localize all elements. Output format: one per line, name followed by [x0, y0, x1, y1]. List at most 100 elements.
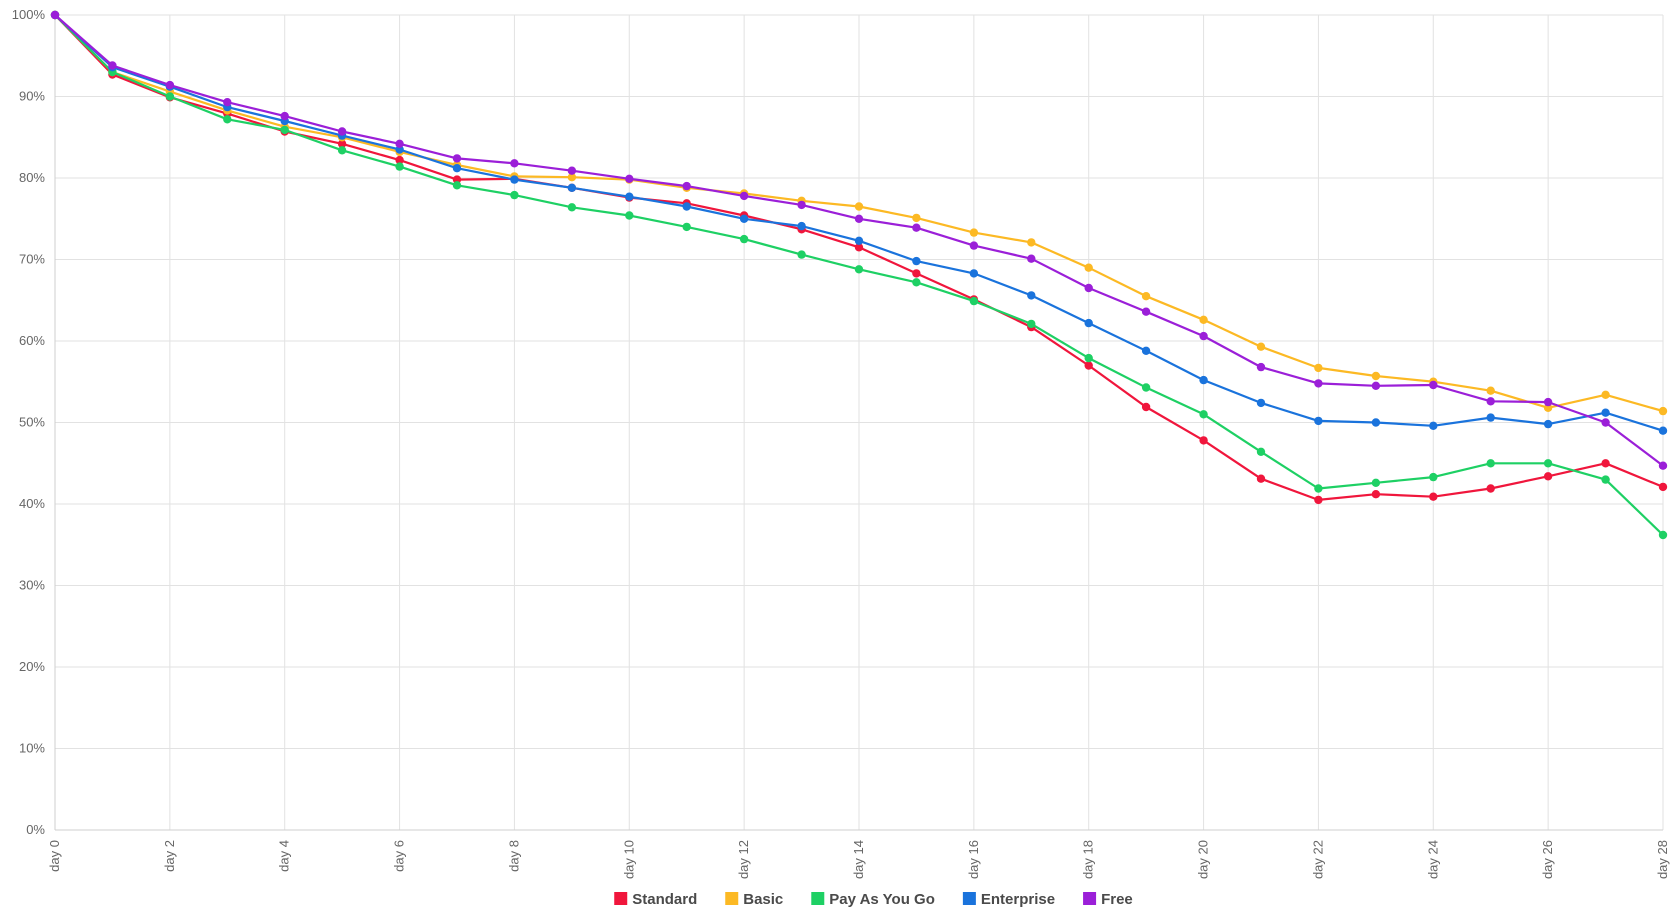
data-point-enterprise[interactable]: [1601, 408, 1610, 417]
data-point-enterprise[interactable]: [912, 256, 921, 266]
data-point-standard[interactable]: [1314, 495, 1323, 505]
data-point-pay-as-you-go[interactable]: [280, 125, 289, 135]
data-point-pay-as-you-go[interactable]: [1084, 353, 1093, 363]
data-point-free[interactable]: [510, 159, 519, 168]
data-point-free[interactable]: [1199, 331, 1208, 341]
data-point-pay-as-you-go[interactable]: [337, 146, 347, 155]
data-point-basic[interactable]: [969, 228, 979, 237]
data-point-pay-as-you-go[interactable]: [797, 250, 806, 259]
data-point-pay-as-you-go[interactable]: [1027, 319, 1036, 329]
data-point-free[interactable]: [452, 154, 462, 163]
data-point-standard[interactable]: [1486, 484, 1495, 493]
legend-item-free[interactable]: Free: [1083, 891, 1133, 908]
data-point-free[interactable]: [682, 181, 691, 191]
data-point-pay-as-you-go[interactable]: [1371, 478, 1381, 487]
data-point-free[interactable]: [969, 241, 979, 250]
data-point-free[interactable]: [625, 174, 634, 183]
data-point-basic[interactable]: [1027, 238, 1036, 247]
data-point-pay-as-you-go[interactable]: [452, 181, 462, 190]
data-point-enterprise[interactable]: [739, 214, 749, 223]
data-point-pay-as-you-go[interactable]: [1141, 383, 1151, 392]
data-point-free[interactable]: [280, 111, 289, 121]
data-point-standard[interactable]: [395, 155, 404, 165]
legend-item-pay-as-you-go[interactable]: Pay As You Go: [811, 891, 935, 908]
data-point-pay-as-you-go[interactable]: [1601, 475, 1610, 484]
data-point-basic[interactable]: [1658, 406, 1668, 416]
data-point-enterprise[interactable]: [1543, 419, 1553, 429]
data-point-pay-as-you-go[interactable]: [510, 190, 519, 200]
data-point-basic[interactable]: [1199, 315, 1208, 324]
data-point-enterprise[interactable]: [1084, 318, 1093, 328]
data-point-pay-as-you-go[interactable]: [1256, 447, 1266, 456]
data-point-free[interactable]: [1429, 380, 1438, 390]
data-point-pay-as-you-go[interactable]: [854, 265, 864, 274]
data-point-pay-as-you-go[interactable]: [1658, 530, 1668, 540]
data-point-pay-as-you-go[interactable]: [223, 115, 232, 124]
data-point-pay-as-you-go[interactable]: [1543, 459, 1553, 468]
data-point-basic[interactable]: [854, 202, 864, 211]
data-point-free[interactable]: [1486, 397, 1495, 406]
data-point-enterprise[interactable]: [1371, 418, 1381, 427]
data-point-free[interactable]: [1543, 397, 1553, 407]
data-point-standard[interactable]: [337, 139, 347, 148]
data-point-free[interactable]: [1084, 283, 1093, 293]
data-point-free[interactable]: [1314, 379, 1323, 388]
data-point-free[interactable]: [395, 139, 404, 148]
data-point-enterprise[interactable]: [1429, 421, 1438, 430]
data-point-pay-as-you-go[interactable]: [625, 211, 634, 220]
data-point-standard[interactable]: [1601, 459, 1610, 468]
data-point-free[interactable]: [1256, 362, 1266, 372]
data-point-free[interactable]: [337, 127, 347, 136]
data-point-basic[interactable]: [1371, 371, 1381, 381]
data-point-free[interactable]: [1371, 381, 1381, 390]
data-point-pay-as-you-go[interactable]: [1314, 484, 1323, 493]
data-point-enterprise[interactable]: [1256, 398, 1266, 408]
data-point-enterprise[interactable]: [1314, 416, 1323, 426]
data-point-pay-as-you-go[interactable]: [969, 296, 979, 306]
data-point-pay-as-you-go[interactable]: [1199, 410, 1208, 419]
data-point-pay-as-you-go[interactable]: [1429, 472, 1438, 482]
data-point-free[interactable]: [1027, 254, 1036, 263]
legend-item-enterprise[interactable]: Enterprise: [962, 891, 1055, 908]
data-point-basic[interactable]: [1256, 342, 1266, 351]
legend-item-standard[interactable]: Standard: [614, 891, 697, 908]
data-point-pay-as-you-go[interactable]: [1486, 459, 1495, 468]
data-point-free[interactable]: [165, 80, 175, 90]
data-point-enterprise[interactable]: [682, 202, 691, 211]
data-point-basic[interactable]: [567, 173, 577, 182]
data-point-enterprise[interactable]: [969, 269, 979, 278]
data-point-standard[interactable]: [912, 269, 921, 278]
data-point-enterprise[interactable]: [1199, 375, 1208, 385]
data-point-free[interactable]: [1601, 418, 1610, 427]
data-point-pay-as-you-go[interactable]: [912, 278, 921, 287]
data-point-free[interactable]: [797, 200, 806, 210]
data-point-free[interactable]: [912, 223, 921, 232]
data-point-pay-as-you-go[interactable]: [682, 222, 691, 232]
data-point-enterprise[interactable]: [1486, 413, 1495, 422]
data-point-enterprise[interactable]: [1658, 426, 1668, 435]
data-point-standard[interactable]: [1256, 474, 1266, 483]
data-point-standard[interactable]: [1199, 436, 1208, 445]
data-point-pay-as-you-go[interactable]: [395, 162, 404, 171]
data-point-free[interactable]: [108, 61, 117, 70]
data-point-pay-as-you-go[interactable]: [567, 203, 577, 212]
data-point-enterprise[interactable]: [1141, 346, 1151, 355]
data-point-basic[interactable]: [1314, 363, 1323, 373]
data-point-free[interactable]: [854, 214, 864, 223]
data-point-basic[interactable]: [1084, 263, 1093, 272]
data-point-standard[interactable]: [1658, 482, 1668, 492]
data-point-standard[interactable]: [1543, 472, 1553, 481]
data-point-enterprise[interactable]: [625, 192, 634, 201]
data-point-free[interactable]: [1658, 461, 1668, 470]
data-point-standard[interactable]: [1084, 361, 1093, 370]
data-point-standard[interactable]: [1429, 492, 1438, 501]
data-point-pay-as-you-go[interactable]: [739, 234, 749, 244]
data-point-enterprise[interactable]: [1027, 291, 1036, 300]
data-point-standard[interactable]: [1371, 490, 1381, 499]
data-point-free[interactable]: [567, 166, 577, 175]
data-point-basic[interactable]: [1486, 386, 1495, 395]
data-point-pay-as-you-go[interactable]: [165, 92, 175, 101]
data-point-enterprise[interactable]: [797, 221, 806, 231]
data-point-free[interactable]: [50, 10, 60, 20]
data-point-free[interactable]: [223, 98, 232, 107]
